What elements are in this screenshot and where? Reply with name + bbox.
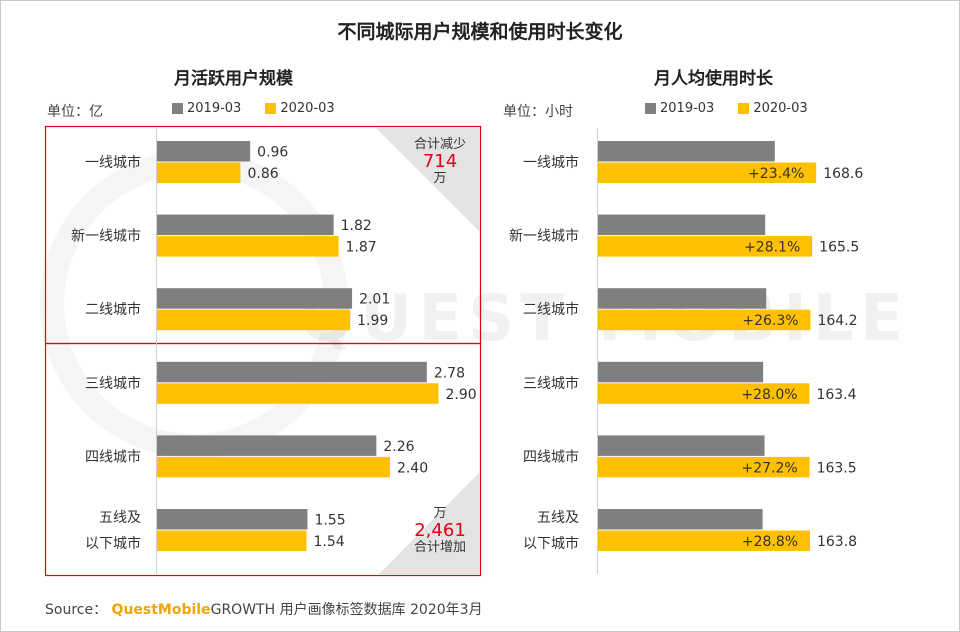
bar-2020 xyxy=(598,530,810,551)
category-label: 以下城市 xyxy=(85,535,141,552)
category-label: 三线城市 xyxy=(85,375,141,392)
right-legend: 2019-03 2020-03 xyxy=(645,101,826,116)
value-label-2019: 0.96 xyxy=(257,145,288,161)
bottom-annotation-label: 合计增加 xyxy=(413,540,466,555)
legend-swatch-2019 xyxy=(172,103,183,114)
value-label-2020: 1.99 xyxy=(357,313,388,329)
category-label: 一线城市 xyxy=(85,154,141,171)
right-subtitle: 月人均使用时长 xyxy=(654,69,773,89)
bar-2019 xyxy=(598,288,767,309)
source-footer: Source： QuestMobileGROWTH 用户画像标签数据库 2020… xyxy=(45,599,483,619)
bar-2019 xyxy=(598,435,765,456)
legend-label-2019: 2019-03 xyxy=(660,101,715,116)
right-unit: 单位：小时 xyxy=(503,104,573,120)
category-label: 五线及 xyxy=(537,510,579,526)
source-brand: QuestMobile xyxy=(111,602,211,618)
bar-2019 xyxy=(157,214,334,236)
value-label-2020: 1.87 xyxy=(346,240,377,256)
left-subtitle: 月活跃用户规模 xyxy=(174,69,293,89)
value-label-2019: 1.82 xyxy=(341,218,372,234)
category-label: 一线城市 xyxy=(523,154,579,171)
value-label-2020: 164.2 xyxy=(817,313,857,329)
value-label-2020: 0.86 xyxy=(247,166,278,182)
category-label: 二线城市 xyxy=(85,301,141,318)
bar-2019 xyxy=(598,141,775,162)
source-prefix: Source： xyxy=(45,602,108,618)
growth-label: +28.0% xyxy=(741,387,797,403)
bar-2020 xyxy=(598,456,810,478)
value-label-2019: 2.78 xyxy=(434,365,465,381)
growth-label: +23.4% xyxy=(748,166,804,182)
top-annotation-value: 714 xyxy=(422,151,458,172)
category-label: 五线及 xyxy=(99,510,141,526)
bar-2020 xyxy=(157,309,351,331)
value-label-2019: 2.01 xyxy=(359,292,390,308)
bar-2019 xyxy=(157,509,308,530)
legend-swatch-2020 xyxy=(738,103,750,114)
source-text: GROWTH 用户画像标签数据库 2020年3月 xyxy=(210,602,483,618)
bar-2020 xyxy=(157,383,439,404)
legend-label-2019: 2019-03 xyxy=(187,101,242,116)
value-label-2020: 163.8 xyxy=(817,534,857,550)
bottom-corner-triangle xyxy=(378,472,480,575)
bar-2019 xyxy=(157,361,427,383)
category-label: 三线城市 xyxy=(523,375,579,392)
legend-swatch-2020 xyxy=(265,103,277,114)
legend-label-2020: 2020-03 xyxy=(753,101,808,116)
category-label: 新一线城市 xyxy=(509,228,579,245)
bottom-annotation: 万 2,461 合计增加 xyxy=(405,505,475,556)
bar-2020 xyxy=(598,383,810,404)
bar-2020 xyxy=(157,236,339,257)
category-label: 新一线城市 xyxy=(71,228,141,245)
value-label-2019: 2.26 xyxy=(383,439,414,455)
left-unit: 单位：亿 xyxy=(47,104,103,120)
value-label-2020: 2.40 xyxy=(397,460,428,476)
value-label-2019: 1.55 xyxy=(314,513,345,529)
category-label: 以下城市 xyxy=(523,535,579,552)
top-annotation-unit: 万 xyxy=(433,171,447,186)
category-label: 四线城市 xyxy=(523,448,579,465)
growth-label: +28.1% xyxy=(744,240,800,256)
bottom-group-box xyxy=(44,342,482,577)
growth-label: +27.2% xyxy=(741,460,797,476)
bar-2019 xyxy=(598,509,763,530)
bar-2020 xyxy=(157,456,390,478)
bar-2020 xyxy=(157,162,241,183)
bottom-annotation-value: 2,461 xyxy=(414,520,466,541)
top-annotation-label: 合计减少 xyxy=(413,137,466,152)
bar-2019 xyxy=(598,214,766,236)
legend-swatch-2019 xyxy=(645,103,656,114)
bar-2020 xyxy=(598,162,817,183)
value-label-2020: 163.5 xyxy=(817,460,857,476)
chart-title: 不同城际用户规模和使用时长变化 xyxy=(337,21,623,43)
top-corner-triangle xyxy=(375,127,480,232)
value-label-2020: 2.90 xyxy=(445,387,476,403)
legend-label-2020: 2020-03 xyxy=(280,101,335,116)
value-label-2020: 168.6 xyxy=(823,166,863,182)
bar-2020 xyxy=(598,309,811,331)
bottom-annotation-unit: 万 xyxy=(433,506,447,521)
bar-2020 xyxy=(157,530,307,551)
bar-2019 xyxy=(157,288,353,309)
growth-label: +26.3% xyxy=(742,313,798,329)
category-label: 二线城市 xyxy=(523,301,579,318)
left-legend: 2019-03 2020-03 xyxy=(172,101,353,116)
growth-label: +28.8% xyxy=(742,534,798,550)
top-annotation: 合计减少 714 万 xyxy=(405,136,475,187)
value-label-2020: 163.4 xyxy=(816,387,856,403)
bar-2019 xyxy=(157,141,251,162)
bar-2019 xyxy=(598,361,764,383)
bar-2020 xyxy=(598,236,813,257)
bar-2019 xyxy=(157,435,377,456)
value-label-2020: 165.5 xyxy=(819,240,859,256)
value-label-2020: 1.54 xyxy=(313,534,344,550)
category-label: 四线城市 xyxy=(85,448,141,465)
